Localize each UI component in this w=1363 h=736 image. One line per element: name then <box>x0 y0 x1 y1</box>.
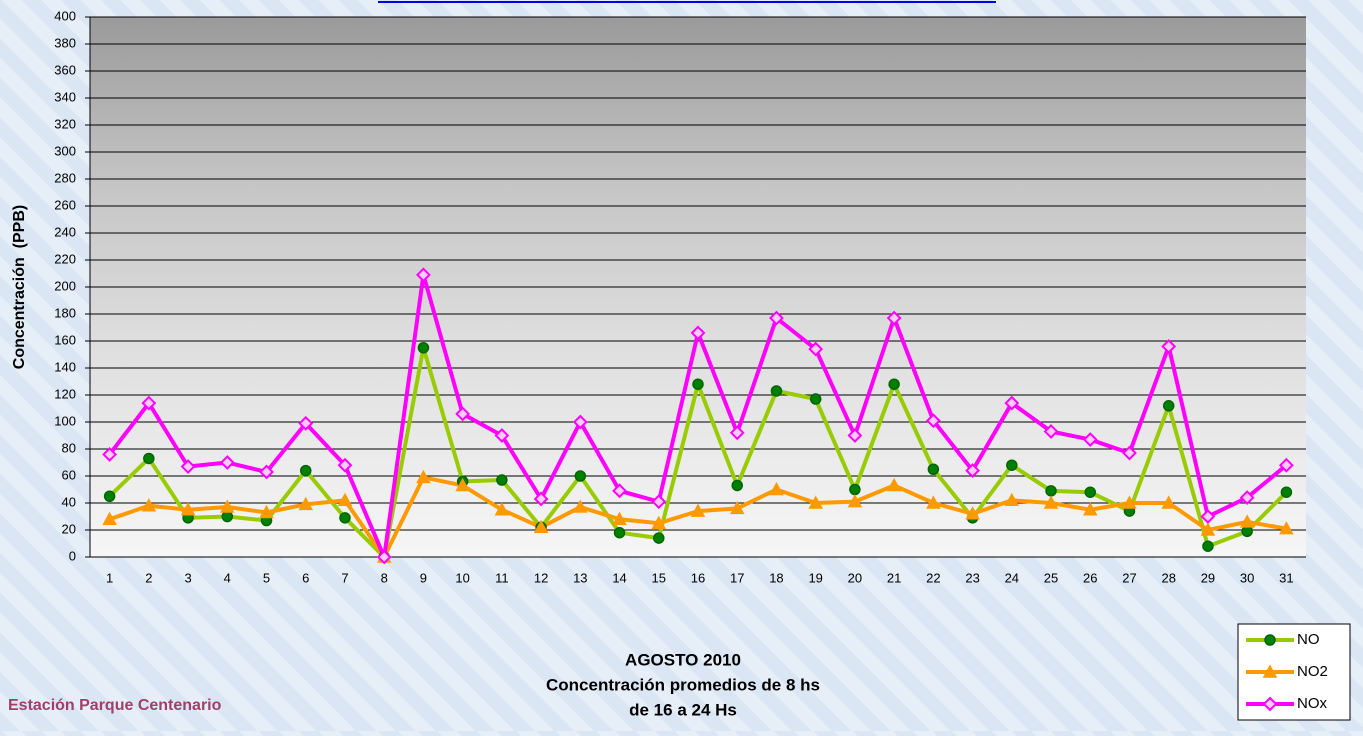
y-tick-label: 0 <box>69 548 76 563</box>
y-tick-label: 60 <box>62 467 76 482</box>
y-tick-label: 260 <box>54 197 76 212</box>
x-tick-label: 14 <box>612 570 626 585</box>
y-tick-label: 400 <box>54 8 76 23</box>
x-tick-label: 22 <box>926 570 940 585</box>
y-tick-label: 220 <box>54 251 76 266</box>
data-point <box>105 491 115 501</box>
x-tick-label: 26 <box>1083 570 1097 585</box>
x-tick-label: 4 <box>224 570 231 585</box>
x-tick-label: 2 <box>145 570 152 585</box>
data-point <box>693 379 703 389</box>
x-tick-label: 24 <box>1005 570 1019 585</box>
x-tick-label: 20 <box>848 570 862 585</box>
x-tick-label: 25 <box>1044 570 1058 585</box>
legend-label: NOx <box>1297 695 1328 712</box>
page: Concentración (PPB) AGOSTO 2010 Concentr… <box>0 0 1363 731</box>
x-tick-label: 3 <box>184 570 191 585</box>
y-tick-label: 380 <box>54 35 76 50</box>
x-tick-label: 13 <box>573 570 587 585</box>
legend-label: NO <box>1297 631 1320 648</box>
data-point <box>928 464 938 474</box>
y-tick-label: 120 <box>54 386 76 401</box>
x-tick-label: 15 <box>652 570 666 585</box>
x-tick-label: 9 <box>420 570 427 585</box>
y-axis-label: Concentración (PPB) <box>11 205 28 369</box>
data-point <box>771 386 781 396</box>
x-tick-label: 19 <box>808 570 822 585</box>
chart-subtitle: Concentración promedios de 8 hs <box>546 675 820 694</box>
x-tick-label: 18 <box>769 570 783 585</box>
x-tick-label: 21 <box>887 570 901 585</box>
data-point <box>1242 526 1252 536</box>
data-point <box>889 379 899 389</box>
legend-label: NO2 <box>1297 663 1328 680</box>
y-tick-label: 340 <box>54 89 76 104</box>
y-tick-label: 40 <box>62 494 76 509</box>
data-point <box>615 528 625 538</box>
x-tick-label: 29 <box>1201 570 1215 585</box>
x-tick-label: 17 <box>730 570 744 585</box>
y-tick-label: 140 <box>54 359 76 374</box>
legend-marker <box>1265 635 1275 645</box>
y-tick-label: 240 <box>54 224 76 239</box>
data-point <box>1281 487 1291 497</box>
y-tick-label: 300 <box>54 143 76 158</box>
x-tick-label: 5 <box>263 570 270 585</box>
y-tick-label: 280 <box>54 170 76 185</box>
data-point <box>418 343 428 353</box>
x-tick-label: 30 <box>1240 570 1254 585</box>
data-point <box>850 485 860 495</box>
y-tick-label: 80 <box>62 440 76 455</box>
x-tick-label: 23 <box>965 570 979 585</box>
x-tick-label: 16 <box>691 570 705 585</box>
data-point <box>1007 460 1017 470</box>
data-point <box>222 512 232 522</box>
station-label: Estación Parque Centenario <box>8 697 222 714</box>
chart-subtitle: de 16 a 24 Hs <box>629 700 737 719</box>
y-tick-label: 200 <box>54 278 76 293</box>
x-tick-label: 11 <box>495 570 509 585</box>
x-tick-label: 1 <box>106 570 113 585</box>
y-tick-label: 360 <box>54 62 76 77</box>
x-tick-label: 27 <box>1122 570 1136 585</box>
data-point <box>340 513 350 523</box>
x-tick-label: 28 <box>1161 570 1175 585</box>
y-tick-label: 100 <box>54 413 76 428</box>
data-point <box>497 475 507 485</box>
data-point <box>1203 541 1213 551</box>
x-tick-label: 6 <box>302 570 309 585</box>
y-tick-label: 320 <box>54 116 76 131</box>
data-point <box>301 466 311 476</box>
data-point <box>1085 487 1095 497</box>
y-tick-label: 160 <box>54 332 76 347</box>
chart-title: AGOSTO 2010 <box>625 650 741 669</box>
x-tick-label: 12 <box>534 570 548 585</box>
data-point <box>654 533 664 543</box>
y-tick-label: 180 <box>54 305 76 320</box>
data-point <box>1046 486 1056 496</box>
chart: Concentración (PPB) AGOSTO 2010 Concentr… <box>0 0 1363 731</box>
y-tick-label: 20 <box>62 521 76 536</box>
data-point <box>575 471 585 481</box>
x-tick-label: 7 <box>341 570 348 585</box>
x-tick-label: 10 <box>455 570 469 585</box>
data-point <box>732 480 742 490</box>
x-tick-label: 8 <box>381 570 388 585</box>
data-point <box>811 394 821 404</box>
data-point <box>144 453 154 463</box>
data-point <box>1164 401 1174 411</box>
x-tick-label: 31 <box>1279 570 1293 585</box>
